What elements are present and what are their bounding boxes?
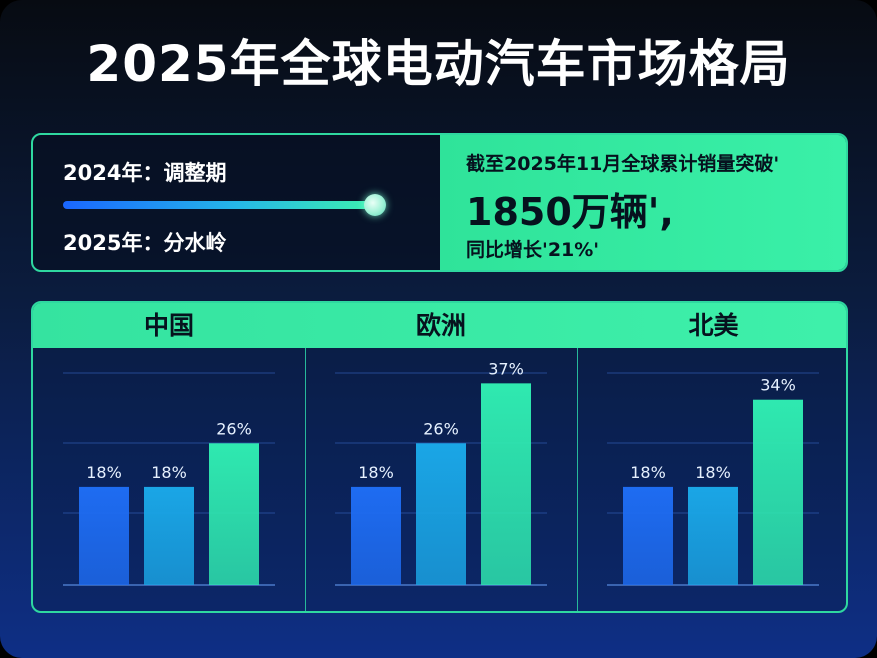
bar-china-2 <box>144 486 194 585</box>
data-label-china-3: 26% <box>216 419 252 438</box>
timeline-bar <box>63 201 375 209</box>
bar-charts-svg: 18% 18% 26% 18% 26% 37% 18% 18% 34% <box>63 359 819 586</box>
data-label-europe-3: 37% <box>488 359 524 378</box>
data-label-north-america-1: 18% <box>630 463 666 482</box>
data-label-north-america-3: 34% <box>760 376 796 395</box>
bar-europe-1 <box>351 486 401 585</box>
data-label-china-1: 18% <box>86 463 122 482</box>
region-charts: 中国 欧洲 北美 18% 18% 26% 18% 26% 37% 18% 18% 34% <box>31 301 848 613</box>
region-title-europe: 欧洲 <box>415 311 466 340</box>
region-title-china: 中国 <box>143 311 194 340</box>
panel-divider <box>577 348 578 611</box>
bar-china-3 <box>209 443 259 585</box>
timeline-2024: 2024年：调整期 <box>63 161 227 185</box>
region-title-north-america: 北美 <box>688 311 739 340</box>
bar-north-america-3 <box>753 399 803 585</box>
highlight-growth: 同比增长'21%' <box>466 239 600 261</box>
bar-europe-3 <box>481 383 531 585</box>
region-header-bar <box>33 303 846 348</box>
page-title: 2025年全球电动汽车市场格局 <box>86 35 791 93</box>
bar-north-america-1 <box>623 486 673 585</box>
timeline-knob <box>364 194 386 216</box>
summary-panel: 2024年：调整期 2025年：分水岭 截至2025年11月全球累计销量突破' … <box>31 133 848 272</box>
bar-europe-2 <box>416 443 466 585</box>
sales-highlight: 截至2025年11月全球累计销量突破' 1850万辆', 同比增长'21%' <box>440 135 846 270</box>
panel-divider <box>305 348 306 611</box>
highlight-figure: 1850万辆', <box>466 190 674 234</box>
timeline-2025: 2025年：分水岭 <box>63 231 227 255</box>
data-label-europe-2: 26% <box>423 419 459 438</box>
data-label-europe-1: 18% <box>358 463 394 482</box>
highlight-caption: 截至2025年11月全球累计销量突破' <box>466 153 780 175</box>
data-label-north-america-2: 18% <box>695 463 731 482</box>
bar-north-america-2 <box>688 486 738 585</box>
data-label-china-2: 18% <box>151 463 187 482</box>
bar-china-1 <box>79 486 129 585</box>
